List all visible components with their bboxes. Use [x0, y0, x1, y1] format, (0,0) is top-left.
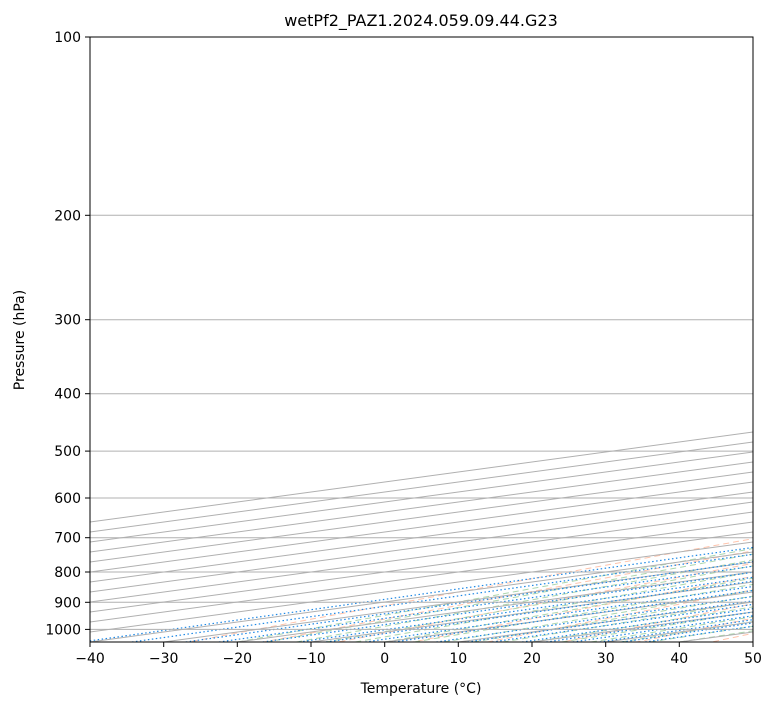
y-axis-label: Pressure (hPa)	[12, 290, 28, 390]
mixing-ratio-line	[90, 546, 753, 642]
y-tick-label: 100	[54, 30, 81, 46]
mixing-ratio-line	[522, 608, 753, 642]
mixing-ratio-line	[131, 553, 753, 642]
isotherm-line	[90, 471, 753, 563]
y-axis: 1000 900 800 700 600 500 400 300 200 100	[45, 30, 90, 638]
x-tick-label: 20	[523, 651, 541, 667]
x-tick-label: −40	[75, 651, 105, 667]
dry-adiabat	[412, 575, 753, 642]
x-tick-label: −30	[149, 651, 179, 667]
chart-title: wetPf2_PAZ1.2024.059.09.44.G23	[284, 11, 558, 31]
plot-frame	[89, 36, 754, 643]
isotherm-line	[90, 461, 753, 553]
isotherm-line	[90, 511, 753, 603]
y-tick-label: 1000	[45, 622, 81, 638]
y-tick-label: 700	[54, 531, 81, 547]
y-tick-label: 600	[54, 491, 81, 507]
dry-adiabat	[338, 562, 753, 642]
y-tick-label: 800	[54, 565, 81, 581]
y-tick-label: 500	[54, 444, 81, 460]
x-axis: −40 −30 −20 −10 0 10 20 30 40 50	[75, 642, 762, 667]
isotherm-line	[90, 451, 753, 543]
y-tick-label: 300	[54, 313, 81, 329]
isotherm-line	[90, 481, 753, 573]
x-tick-label: 50	[744, 651, 762, 667]
isotherm-line	[90, 531, 753, 623]
x-tick-label: 40	[670, 651, 688, 667]
x-tick-label: −10	[296, 651, 326, 667]
isotherm-line	[90, 491, 753, 583]
moist-adiabat	[325, 565, 753, 642]
isotherm-line	[90, 501, 753, 593]
x-tick-label: −20	[223, 651, 253, 667]
y-tick-label: 400	[54, 387, 81, 403]
pressure-grid	[90, 37, 753, 630]
dry-adiabat	[263, 550, 753, 642]
mixing-ratio-line	[467, 600, 753, 642]
moist-adiabat	[355, 571, 753, 642]
y-tick-label: 900	[54, 595, 81, 611]
y-tick-label: 200	[54, 208, 81, 224]
moist-adiabat	[237, 548, 753, 642]
mixing-ratio-line	[185, 561, 753, 642]
x-tick-label: 0	[380, 651, 389, 667]
x-tick-label: 30	[597, 651, 615, 667]
background-lines	[90, 431, 753, 642]
mixing-ratio-line	[492, 603, 753, 642]
mixing-ratio-line	[436, 595, 753, 642]
isotherm-line	[90, 521, 753, 613]
x-axis-label: Temperature (°C)	[360, 681, 482, 697]
x-tick-label: 10	[449, 651, 467, 667]
moist-adiabat	[414, 583, 753, 642]
